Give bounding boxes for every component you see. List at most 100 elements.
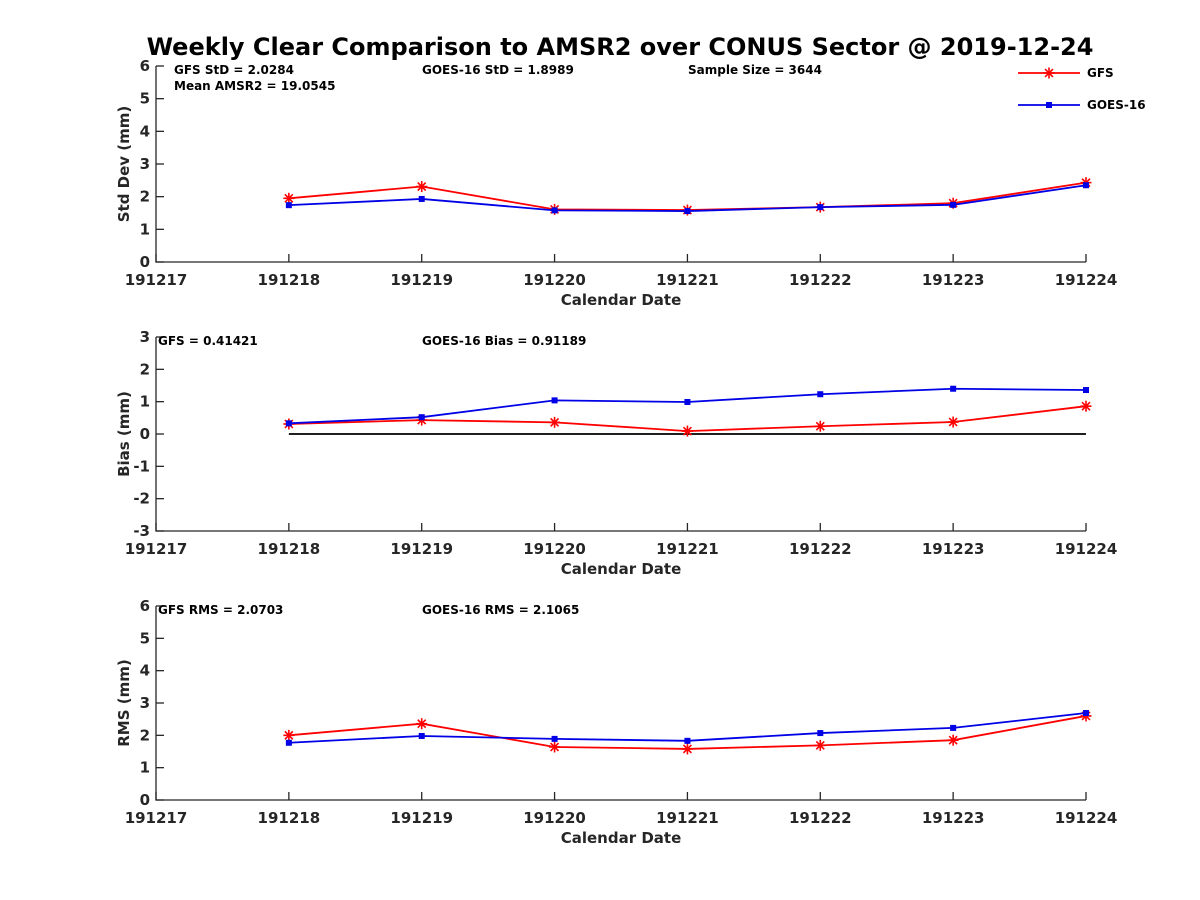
data-point-gfs [814, 739, 826, 751]
data-point-gfs [416, 718, 428, 730]
data-point-goes16 [817, 730, 824, 737]
x-axis-label: Calendar Date [561, 291, 682, 309]
chart-rms: 191217 191218 191219 191220 191221 191222 1912… [115, 597, 1117, 847]
data-point-gfs [947, 734, 959, 746]
x-tick-label: 191220 [523, 540, 586, 558]
legend-marker [1043, 67, 1055, 79]
x-tick-label: 191218 [258, 271, 321, 289]
data-point-gfs [814, 420, 826, 432]
stat-annotation: GFS RMS = 2.0703 [158, 603, 283, 617]
data-point-goes16 [285, 739, 292, 746]
series-line-goes16 [288, 387, 1087, 425]
y-tick-label: 3 [140, 694, 150, 712]
data-point-goes16 [684, 737, 691, 744]
y-tick-label: 0 [140, 253, 150, 271]
data-point-goes16 [950, 724, 957, 731]
axis-frame [155, 66, 1086, 263]
stat-annotation: GFS StD = 2.0284 [174, 63, 294, 77]
data-point-goes16 [1083, 710, 1089, 717]
y-tick-label: 5 [140, 90, 150, 108]
data-point-goes16 [684, 208, 691, 215]
x-axis-label: Calendar Date [561, 829, 682, 847]
x-tick-label: 191217 [125, 540, 188, 558]
stat-annotation: GOES-16 StD = 1.8989 [422, 63, 574, 77]
data-point-goes16 [551, 735, 558, 742]
chart-panels: 191217 191218 191219 191220 191221 191222 1912… [115, 57, 1117, 847]
x-tick-label: 191221 [656, 809, 719, 827]
x-tick-label: 191224 [1055, 809, 1118, 827]
y-tick-label: 6 [140, 57, 150, 75]
y-axis-label: Std Dev (mm) [115, 106, 133, 223]
data-point-goes16 [1083, 387, 1089, 394]
data-point-gfs [416, 181, 428, 193]
data-point-goes16 [1083, 182, 1089, 189]
x-axis-label: Calendar Date [561, 560, 682, 578]
y-tick-label: 1 [140, 393, 150, 411]
x-tick-label: 191218 [258, 809, 321, 827]
x-tick-label: 191222 [789, 809, 852, 827]
y-tick-label: 3 [140, 328, 150, 346]
data-point-goes16 [684, 398, 691, 405]
stat-annotation: Mean AMSR2 = 19.0545 [174, 79, 335, 93]
stat-annotation: GOES-16 Bias = 0.91189 [422, 334, 586, 348]
x-tick-label: 191217 [125, 809, 188, 827]
y-tick-label: 1 [140, 759, 150, 777]
x-tick-label: 191217 [125, 271, 188, 289]
y-tick-label: 4 [140, 122, 150, 140]
data-point-goes16 [950, 201, 957, 208]
y-tick-label: 2 [140, 188, 150, 206]
chart-std: 191217 191218 191219 191220 191221 191222 1912… [115, 57, 1117, 309]
x-tick-label: 191219 [390, 271, 453, 289]
y-tick-label: 3 [140, 155, 150, 173]
data-point-gfs [549, 416, 561, 428]
data-point-goes16 [418, 414, 425, 421]
legend: GFS GOES-16 [1018, 66, 1146, 112]
y-tick-label: 0 [140, 425, 150, 443]
x-tick-label: 191220 [523, 271, 586, 289]
y-axis-label: Bias (mm) [115, 391, 133, 477]
data-point-gfs [283, 729, 295, 741]
y-tick-label: -2 [133, 490, 150, 508]
x-tick-label: 191222 [789, 540, 852, 558]
x-tick-label: 191223 [922, 540, 985, 558]
stat-annotation: GFS = 0.41421 [158, 334, 258, 348]
x-tick-label: 191223 [922, 271, 985, 289]
data-point-gfs [681, 743, 693, 755]
data-point-goes16 [817, 391, 824, 398]
data-point-goes16 [418, 195, 425, 202]
x-tick-label: 191224 [1055, 271, 1118, 289]
x-tick-label: 191218 [258, 540, 321, 558]
data-point-goes16 [950, 385, 957, 392]
x-tick-label: 191223 [922, 809, 985, 827]
figure-title: Weekly Clear Comparison to AMSR2 over CO… [147, 33, 1094, 61]
legend-label: GFS [1087, 66, 1114, 80]
data-point-goes16 [551, 397, 558, 404]
legend-marker [1046, 102, 1052, 108]
stat-annotation: GOES-16 RMS = 2.1065 [422, 603, 579, 617]
axis-frame [155, 606, 1086, 801]
y-tick-label: 1 [140, 220, 150, 238]
x-tick-label: 191222 [789, 271, 852, 289]
x-tick-label: 191224 [1055, 540, 1118, 558]
data-point-gfs [947, 416, 959, 428]
data-point-gfs [549, 741, 561, 753]
y-tick-label: 6 [140, 597, 150, 615]
data-point-gfs [283, 192, 295, 204]
data-point-goes16 [418, 732, 425, 739]
y-tick-label: 5 [140, 629, 150, 647]
y-tick-label: -1 [133, 457, 150, 475]
y-axis-label: RMS (mm) [115, 659, 133, 746]
data-point-goes16 [551, 207, 558, 214]
data-point-goes16 [285, 420, 292, 427]
stat-annotation: Sample Size = 3644 [688, 63, 822, 77]
x-tick-label: 191219 [390, 809, 453, 827]
y-tick-label: 0 [140, 791, 150, 809]
y-tick-label: 4 [140, 662, 150, 680]
y-tick-label: 2 [140, 726, 150, 744]
data-point-gfs [1080, 400, 1092, 412]
x-tick-label: 191219 [390, 540, 453, 558]
data-point-goes16 [285, 202, 292, 209]
x-tick-label: 191221 [656, 271, 719, 289]
y-tick-label: -3 [133, 522, 150, 540]
